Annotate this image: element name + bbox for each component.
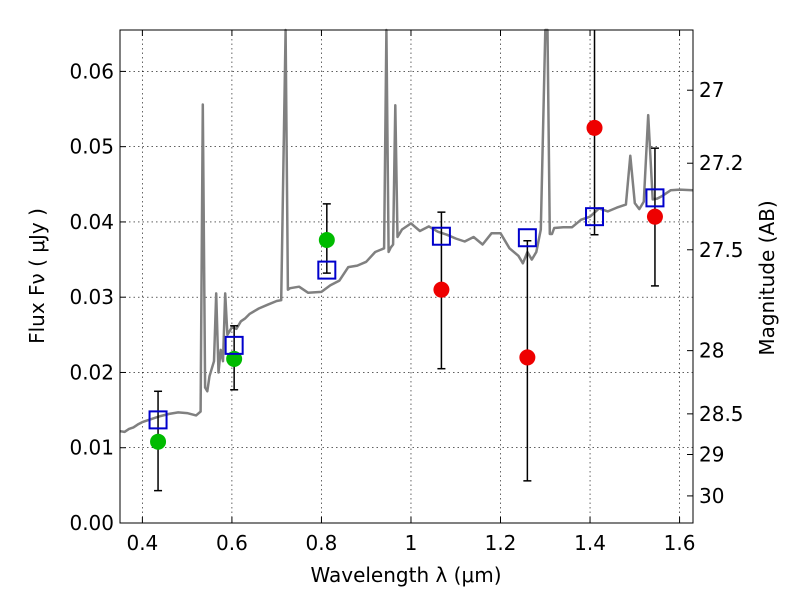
blue-square-point [148,410,168,430]
x-tick-label: 1 [405,531,418,555]
green-point [318,231,335,248]
right-tick-labels: 27 27.2 27.5 28 28.5 29 30 [699,78,744,508]
y-axis-label: Flux Fν ( μJy ) [25,208,49,344]
error-bars [154,30,659,492]
y-tick-label: 0.01 [69,436,114,460]
x-axis-label: Wavelength λ (μm) [310,563,501,587]
right-tick-label: 27 [699,78,724,102]
right-tick-label: 27.2 [699,151,744,175]
red-point [433,281,450,298]
y-tick-label: 0.00 [69,511,114,535]
y-tick-label: 0.06 [69,59,114,83]
grid-lines [120,30,693,523]
y-tick-label: 0.04 [69,210,114,234]
blue-square-point [585,207,605,227]
y-tick-label: 0.03 [69,285,114,309]
blue-square-point [517,228,537,248]
data-markers [148,119,665,450]
x-tick-label: 1.2 [485,531,517,555]
y-tick-label: 0.05 [69,135,114,159]
right-tick-label: 28 [699,339,724,363]
x-tick-label: 0.8 [306,531,338,555]
blue-square-point [645,188,665,208]
axis-ticks [120,30,693,524]
x-tick-label: 1.4 [574,531,606,555]
model-spectrum-series [119,28,694,434]
right-tick-label: 30 [699,484,724,508]
plot-frame [119,29,694,524]
red-point [586,119,603,136]
blue-square-point [317,260,337,280]
x-tick-label: 0.4 [126,531,158,555]
y-tick-label: 0.02 [69,360,114,384]
x-tick-label: 0.6 [216,531,248,555]
right-axis-label: Magnitude (AB) [755,200,779,355]
right-tick-label: 28.5 [699,402,744,426]
blue-square-point [224,335,244,355]
x-tick-labels: 0.4 0.6 0.8 1 1.2 1.4 1.6 [126,531,695,555]
right-tick-label: 27.5 [699,238,744,262]
model-spectrum-line [119,28,694,434]
green-point [150,433,167,450]
right-tick-label: 29 [699,443,724,467]
blue-square-point [431,226,451,246]
red-point [519,349,536,366]
green-point [226,350,243,367]
x-tick-label: 1.6 [664,531,696,555]
red-point [646,208,663,225]
y-tick-labels: 0.00 0.01 0.02 0.03 0.04 0.05 0.06 [69,59,114,535]
